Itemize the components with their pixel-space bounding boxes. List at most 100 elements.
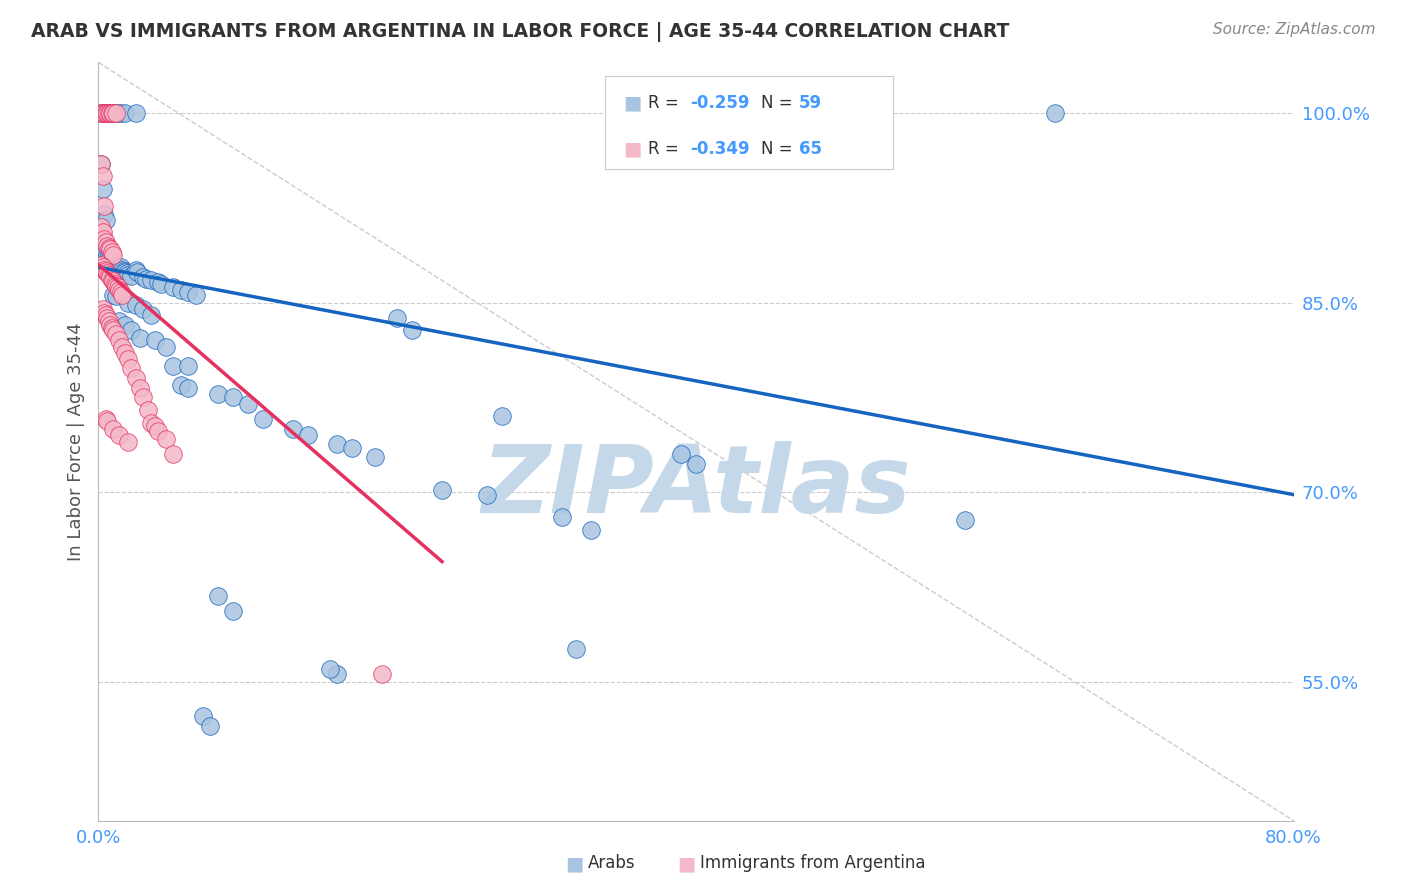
- Point: [98, 106, 122, 120]
- Point: [565, 641, 588, 656]
- Point: [91, 301, 114, 316]
- Point: [94, 235, 117, 249]
- Point: [108, 262, 131, 277]
- Point: [953, 513, 976, 527]
- Point: [91, 169, 114, 184]
- Point: [114, 346, 136, 360]
- Point: [93, 243, 115, 257]
- Point: [94, 106, 117, 120]
- Point: [90, 156, 112, 170]
- Point: [132, 390, 155, 404]
- Point: [93, 207, 115, 221]
- Point: [125, 262, 148, 277]
- Point: [90, 156, 112, 170]
- Point: [669, 447, 692, 461]
- Point: [97, 106, 120, 120]
- Point: [105, 289, 128, 303]
- Text: ZIPAtlas: ZIPAtlas: [481, 441, 911, 533]
- Point: [207, 386, 229, 401]
- Text: -0.259: -0.259: [690, 94, 749, 112]
- Point: [101, 253, 124, 268]
- Point: [114, 265, 136, 279]
- Point: [111, 288, 134, 302]
- Point: [371, 667, 394, 681]
- Point: [111, 262, 134, 277]
- Point: [93, 262, 115, 277]
- Point: [93, 305, 115, 319]
- Point: [94, 244, 117, 259]
- Point: [135, 271, 157, 285]
- Point: [103, 106, 125, 120]
- Point: [101, 244, 124, 259]
- Point: [207, 589, 229, 603]
- Point: [105, 260, 128, 275]
- Point: [98, 250, 122, 264]
- Point: [101, 106, 124, 120]
- Point: [184, 288, 207, 302]
- Point: [162, 447, 184, 461]
- Point: [139, 308, 162, 322]
- Point: [491, 409, 513, 424]
- Point: [96, 106, 118, 120]
- Point: [104, 106, 127, 120]
- Point: [177, 285, 200, 300]
- Point: [112, 264, 135, 278]
- Point: [117, 352, 139, 367]
- Point: [94, 106, 117, 120]
- Text: ARAB VS IMMIGRANTS FROM ARGENTINA IN LABOR FORCE | AGE 35-44 CORRELATION CHART: ARAB VS IMMIGRANTS FROM ARGENTINA IN LAB…: [31, 22, 1010, 42]
- Point: [162, 359, 184, 373]
- Y-axis label: In Labor Force | Age 35-44: In Labor Force | Age 35-44: [66, 322, 84, 561]
- Point: [91, 182, 114, 196]
- Point: [127, 265, 149, 279]
- Point: [169, 283, 191, 297]
- Point: [200, 719, 222, 733]
- Point: [103, 422, 125, 436]
- Point: [148, 425, 170, 439]
- Text: -0.349: -0.349: [690, 140, 749, 158]
- Point: [94, 264, 117, 278]
- Point: [108, 283, 131, 297]
- Point: [96, 106, 118, 120]
- Point: [120, 323, 142, 337]
- Point: [104, 277, 127, 291]
- Point: [97, 106, 120, 120]
- Point: [162, 280, 184, 294]
- Text: N =: N =: [761, 140, 797, 158]
- Point: [93, 200, 115, 214]
- Point: [139, 416, 162, 430]
- Point: [281, 422, 304, 436]
- Point: [222, 390, 245, 404]
- Point: [550, 510, 572, 524]
- Text: 59: 59: [799, 94, 821, 112]
- Point: [129, 331, 152, 345]
- Point: [90, 106, 112, 120]
- Point: [96, 238, 118, 252]
- Point: [326, 667, 349, 681]
- Point: [401, 323, 423, 337]
- Point: [111, 340, 134, 354]
- Point: [236, 396, 259, 410]
- Point: [430, 483, 453, 497]
- Point: [385, 310, 409, 325]
- Point: [129, 382, 152, 396]
- Text: ■: ■: [565, 854, 583, 873]
- Point: [125, 371, 148, 385]
- Point: [222, 604, 245, 618]
- Point: [297, 428, 319, 442]
- Point: [103, 247, 125, 261]
- Point: [101, 106, 124, 120]
- Point: [97, 314, 120, 328]
- Point: [91, 225, 114, 239]
- Point: [150, 277, 173, 291]
- Point: [91, 260, 114, 275]
- Point: [108, 314, 131, 328]
- Point: [110, 106, 132, 120]
- Point: [105, 279, 128, 293]
- Point: [98, 106, 122, 120]
- Point: [104, 259, 127, 273]
- Point: [97, 241, 120, 255]
- Point: [132, 301, 155, 316]
- Point: [91, 238, 114, 252]
- Point: [169, 377, 191, 392]
- Point: [94, 308, 117, 322]
